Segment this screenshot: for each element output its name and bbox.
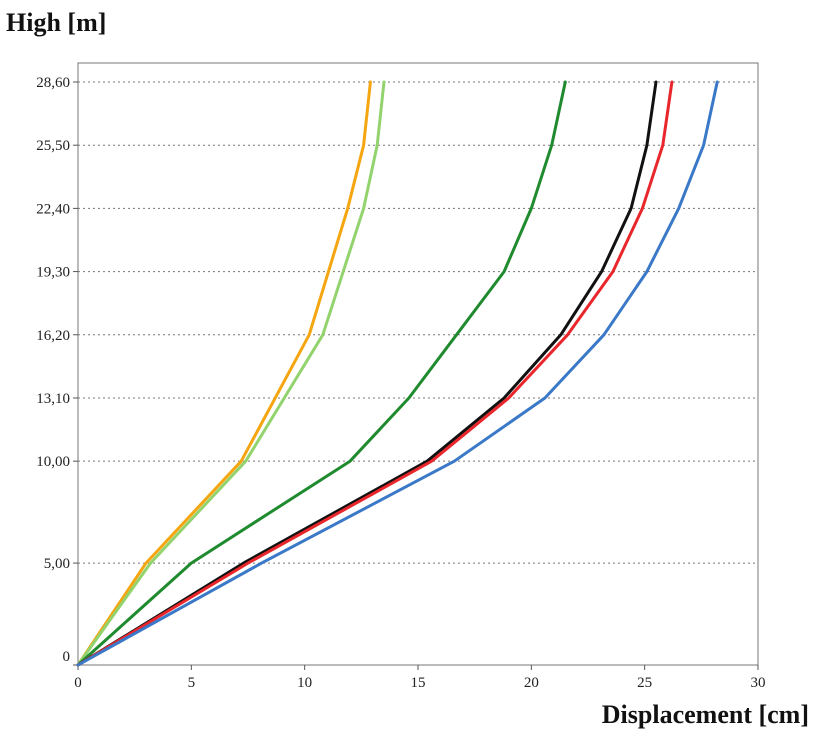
x-tick-label: 20	[524, 675, 539, 691]
y-tick-label: 22,40	[36, 201, 70, 217]
y-tick-label: 28,60	[36, 75, 70, 91]
x-tick-label: 0	[74, 675, 82, 691]
series-line-6	[76, 80, 719, 667]
y-tick-label: 10,00	[36, 454, 70, 470]
y-tick-label: 19,30	[36, 265, 70, 281]
y-tick-label: 25,50	[36, 138, 70, 154]
x-tick-label: 25	[637, 675, 652, 691]
series-group	[76, 80, 719, 667]
series-line-5	[76, 80, 674, 667]
y-tick-label: 13,10	[36, 391, 70, 407]
x-axis-ticks: 0 5 10 15 20 25 30	[74, 665, 766, 691]
y-tick-label: 5,00	[44, 556, 70, 572]
series-line-3	[76, 80, 567, 667]
y-tick-label: 0	[63, 649, 71, 665]
x-tick-label: 10	[297, 675, 312, 691]
x-axis-title: Displacement [cm]	[601, 700, 809, 729]
y-axis-title: High [m]	[6, 8, 107, 37]
x-tick-label: 5	[188, 675, 196, 691]
x-tick-label: 30	[751, 675, 766, 691]
y-axis-ticks: 0 5,00 10,00 13,10 16,20 19,30 22,40 25,50 28,60	[36, 75, 78, 666]
series-line-4	[76, 80, 658, 667]
grid-lines	[78, 81, 758, 564]
x-tick-label: 15	[411, 675, 426, 691]
series-line-2	[76, 80, 386, 667]
y-tick-label: 16,20	[36, 328, 70, 344]
series-line-1	[76, 80, 372, 667]
